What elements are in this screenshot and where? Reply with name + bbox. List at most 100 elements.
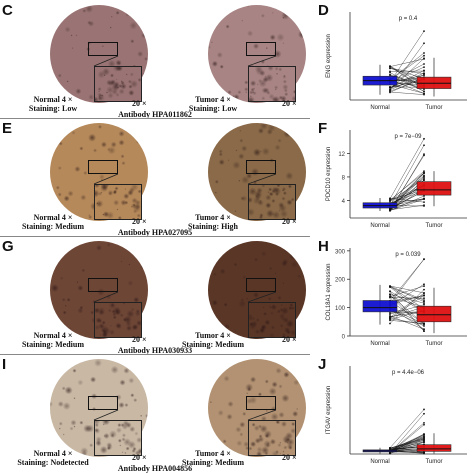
sample-point	[423, 93, 425, 96]
sample-point	[389, 315, 391, 317]
normal-zoom-label: 20 ×	[132, 99, 147, 108]
paired-sample-line	[389, 320, 425, 324]
sample-point	[389, 295, 391, 298]
normal-magnification-label: Normal 4 ×	[33, 331, 73, 340]
x-tick-label: Normal	[370, 459, 389, 465]
sample-point	[389, 197, 391, 200]
x-tick-label: Tumor	[425, 459, 442, 465]
panel-letter: I	[2, 356, 7, 373]
sample-point	[423, 283, 425, 286]
tumor-magnification-label: Tumor 4 ×	[195, 213, 231, 222]
normal-roi-box	[88, 42, 118, 56]
x-tick-label: Tumor	[425, 223, 442, 229]
p-value-label: p = 4.4e−06	[392, 370, 425, 376]
sample-point	[423, 72, 425, 75]
normal-staining-label: Staining: Low	[28, 104, 78, 113]
antibody-label: Antibody HPA027095	[117, 228, 193, 237]
sample-point	[389, 290, 391, 293]
paired-sample-line	[389, 198, 425, 211]
sample-point	[389, 91, 391, 93]
paired-sample-line	[389, 286, 425, 302]
tumor-box	[416, 181, 452, 196]
normal-staining-label: Staining: Medium	[21, 222, 84, 231]
normal-roi-box	[88, 278, 118, 292]
sample-point	[389, 74, 391, 77]
tumor-zoom-inset	[248, 420, 296, 456]
paired-sample-line	[389, 293, 425, 304]
normal-zoom-inset	[94, 184, 142, 220]
sample-point	[423, 170, 425, 173]
sample-point	[389, 322, 391, 325]
sample-point	[423, 300, 425, 303]
normal-staining-label: Staining: Nodetected	[17, 458, 89, 467]
sample-point	[423, 154, 425, 157]
sample-point	[423, 258, 425, 261]
tumor-tissue-image	[208, 241, 306, 339]
x-tick-label: Normal	[370, 223, 389, 229]
tumor-zoom-label: 20 ×	[282, 453, 297, 462]
sample-point	[423, 205, 425, 207]
panel-letter: C	[2, 2, 13, 19]
y-tick-label: 200	[335, 278, 346, 284]
y-axis-label: PDCD10 expression	[326, 147, 332, 201]
antibody-label: Antibody HPA030933	[117, 346, 193, 355]
normal-zoom-label: 20 ×	[132, 335, 147, 344]
sample-point	[389, 89, 391, 92]
p-value-label: p = 0.039	[395, 252, 421, 258]
sample-point	[423, 439, 425, 442]
x-tick-label: Normal	[370, 105, 389, 111]
paired-sample-line	[389, 259, 425, 304]
sample-point	[423, 325, 425, 327]
y-tick-label: 0	[342, 335, 346, 341]
sample-point	[389, 85, 391, 88]
sample-point	[423, 63, 425, 65]
paired-sample-line	[389, 30, 425, 83]
y-axis-label: ITGAV expression	[326, 386, 332, 434]
tumor-roi-box	[246, 160, 276, 174]
sample-point	[423, 294, 425, 297]
tumor-zoom-label: 20 ×	[282, 217, 297, 226]
normal-zoom-inset	[94, 420, 142, 456]
panel-letter: F	[318, 120, 328, 137]
paired-sample-line	[389, 297, 425, 299]
sample-point	[423, 201, 425, 204]
panel-letter: J	[318, 356, 327, 373]
sample-point	[423, 303, 425, 306]
paired-sample-line	[389, 285, 425, 301]
paired-sample-line	[389, 438, 425, 452]
sample-point	[423, 198, 425, 200]
sample-point	[389, 293, 391, 296]
sample-point	[423, 285, 425, 287]
tumor-box	[416, 305, 452, 323]
paired-sample-line	[389, 286, 425, 309]
tumor-zoom-label: 20 ×	[282, 335, 297, 344]
tumor-zoom-inset	[248, 66, 296, 102]
sample-point	[423, 195, 425, 197]
paired-sample-line	[389, 440, 425, 449]
p-value-label: p = 0.4	[399, 16, 418, 22]
paired-sample-line	[389, 173, 425, 208]
sample-point	[423, 144, 425, 147]
y-tick-label: 12	[338, 152, 345, 158]
normal-box	[362, 300, 398, 313]
sample-point	[423, 328, 425, 331]
normal-zoom-inset	[94, 302, 142, 338]
box-plot-chart: 4 8 12 PDCD10 expression p = 7e−09 Normal Tumo…	[326, 130, 467, 229]
antibody-label: Antibody HPA004856	[117, 464, 193, 473]
tumor-staining-label: Staining: Low	[188, 104, 238, 113]
sample-point	[423, 452, 425, 455]
sample-point	[389, 313, 391, 315]
normal-magnification-label: Normal 4 ×	[33, 95, 73, 104]
sample-point	[423, 172, 425, 175]
tumor-roi-box	[246, 278, 276, 292]
paired-sample-line	[389, 84, 425, 94]
sample-point	[423, 74, 425, 77]
box-plot-chart: 0 100 200 300 COL18A1 expression p = 0.039 Nor…	[326, 248, 467, 347]
sample-point	[389, 65, 391, 68]
normal-roi-box	[88, 396, 118, 410]
panel-separator	[0, 118, 310, 119]
sample-point	[423, 322, 425, 325]
sample-point	[423, 299, 425, 302]
tumor-zoom-inset	[248, 302, 296, 338]
sample-point	[389, 199, 391, 202]
